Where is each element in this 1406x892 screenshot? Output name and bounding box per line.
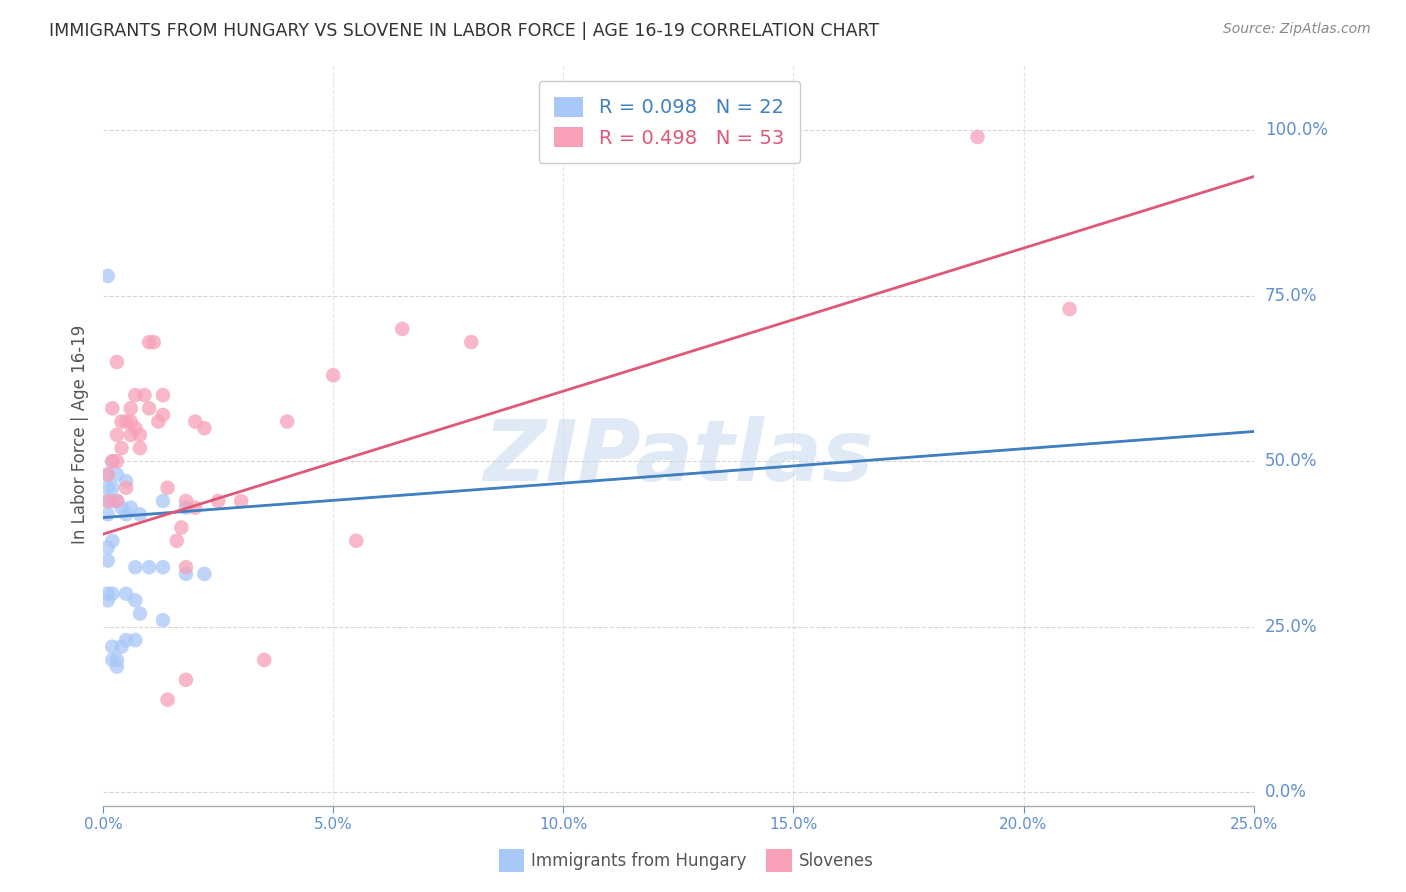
- Point: [97, 467, 120, 482]
- Point: [115, 474, 138, 488]
- Point: [276, 415, 298, 429]
- Text: 100.0%: 100.0%: [1265, 121, 1327, 139]
- Text: Immigrants from Hungary: Immigrants from Hungary: [531, 852, 747, 870]
- Point: [105, 653, 128, 667]
- Legend: R = 0.098   N = 22, R = 0.498   N = 53: R = 0.098 N = 22, R = 0.498 N = 53: [538, 81, 800, 163]
- Point: [105, 494, 128, 508]
- Point: [101, 454, 124, 468]
- Point: [97, 467, 120, 482]
- Point: [253, 653, 276, 667]
- Point: [193, 421, 215, 435]
- Point: [138, 401, 160, 416]
- Text: IMMIGRANTS FROM HUNGARY VS SLOVENE IN LABOR FORCE | AGE 16-19 CORRELATION CHART: IMMIGRANTS FROM HUNGARY VS SLOVENE IN LA…: [49, 22, 879, 40]
- Point: [207, 494, 229, 508]
- Point: [97, 554, 120, 568]
- Text: 0.0%: 0.0%: [1265, 783, 1306, 801]
- Point: [124, 421, 146, 435]
- Point: [152, 613, 174, 627]
- Point: [97, 541, 120, 555]
- Text: Source: ZipAtlas.com: Source: ZipAtlas.com: [1223, 22, 1371, 37]
- Point: [174, 566, 197, 581]
- Point: [115, 481, 138, 495]
- Point: [97, 481, 120, 495]
- Text: 75.0%: 75.0%: [1265, 287, 1317, 305]
- Point: [120, 401, 142, 416]
- Point: [101, 587, 124, 601]
- Point: [105, 355, 128, 369]
- Point: [184, 500, 207, 515]
- Point: [148, 415, 170, 429]
- Point: [101, 640, 124, 654]
- Point: [152, 388, 174, 402]
- Point: [115, 508, 138, 522]
- Point: [142, 335, 165, 350]
- Point: [97, 593, 120, 607]
- Point: [174, 673, 197, 687]
- Point: [97, 587, 120, 601]
- Point: [124, 388, 146, 402]
- Point: [124, 633, 146, 648]
- Point: [966, 129, 988, 144]
- Point: [460, 335, 482, 350]
- Point: [115, 633, 138, 648]
- Point: [97, 494, 120, 508]
- Point: [101, 401, 124, 416]
- Point: [231, 494, 253, 508]
- Point: [105, 427, 128, 442]
- Point: [120, 427, 142, 442]
- Point: [152, 408, 174, 422]
- Text: 50.0%: 50.0%: [1265, 452, 1317, 470]
- Point: [391, 322, 413, 336]
- Point: [120, 415, 142, 429]
- Point: [138, 335, 160, 350]
- Text: Slovenes: Slovenes: [799, 852, 873, 870]
- Point: [124, 593, 146, 607]
- Point: [129, 607, 152, 621]
- Point: [193, 566, 215, 581]
- Point: [1059, 301, 1081, 316]
- Point: [110, 500, 132, 515]
- Point: [110, 640, 132, 654]
- Point: [184, 415, 207, 429]
- Point: [124, 560, 146, 574]
- Y-axis label: In Labor Force | Age 16-19: In Labor Force | Age 16-19: [72, 326, 89, 544]
- Point: [101, 454, 124, 468]
- Point: [129, 508, 152, 522]
- Point: [690, 129, 713, 144]
- Point: [105, 494, 128, 508]
- Point: [97, 494, 120, 508]
- Point: [101, 481, 124, 495]
- Point: [156, 692, 179, 706]
- Point: [156, 481, 179, 495]
- Point: [166, 533, 188, 548]
- Point: [110, 415, 132, 429]
- Point: [129, 441, 152, 455]
- Point: [174, 560, 197, 574]
- Point: [152, 494, 174, 508]
- Point: [115, 587, 138, 601]
- Point: [120, 500, 142, 515]
- Point: [174, 500, 197, 515]
- Point: [344, 533, 367, 548]
- Text: ZIPatlas: ZIPatlas: [484, 416, 873, 499]
- Point: [129, 427, 152, 442]
- Point: [152, 560, 174, 574]
- Point: [115, 415, 138, 429]
- Point: [138, 560, 160, 574]
- Point: [101, 494, 124, 508]
- Point: [110, 441, 132, 455]
- Point: [97, 268, 120, 283]
- Point: [101, 533, 124, 548]
- Point: [97, 508, 120, 522]
- Point: [105, 659, 128, 673]
- Point: [105, 467, 128, 482]
- Point: [134, 388, 156, 402]
- Point: [174, 494, 197, 508]
- Point: [105, 454, 128, 468]
- Point: [170, 520, 193, 534]
- Point: [322, 368, 344, 383]
- Text: 25.0%: 25.0%: [1265, 618, 1317, 636]
- Point: [101, 653, 124, 667]
